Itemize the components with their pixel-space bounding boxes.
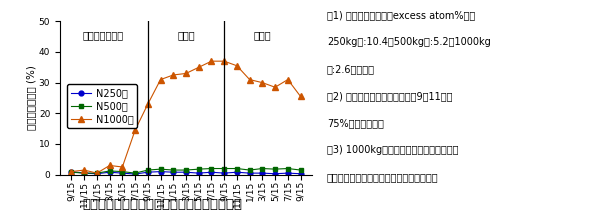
- N250区: [208, 171, 215, 173]
- N500区: [284, 167, 292, 170]
- N250区: [157, 170, 164, 173]
- N500区: [233, 167, 241, 170]
- N250区: [246, 172, 253, 174]
- Legend: N250区, N500区, N1000区: N250区, N500区, N1000区: [67, 84, 137, 128]
- N1000区: [208, 60, 215, 62]
- N1000区: [144, 103, 151, 105]
- Y-axis label: 標識窒素の割合 (%): 標識窒素の割合 (%): [26, 66, 36, 130]
- N250区: [170, 171, 177, 173]
- N1000区: [170, 74, 177, 76]
- N1000区: [246, 78, 253, 81]
- Text: 区:2.6である。: 区:2.6である。: [327, 64, 375, 74]
- Text: 注3) 1000kg区では２年目以降，オーチャ: 注3) 1000kg区では２年目以降，オーチャ: [327, 145, 458, 155]
- N500区: [106, 170, 113, 172]
- Line: N1000区: N1000区: [68, 58, 304, 176]
- N1000区: [106, 164, 113, 167]
- Line: N500区: N500区: [69, 166, 303, 176]
- N500区: [144, 169, 151, 171]
- Text: 75%を配分した。: 75%を配分した。: [327, 118, 384, 128]
- Text: 注1) 施用重窒素濃度（excess atom%）は: 注1) 施用重窒素濃度（excess atom%）は: [327, 11, 475, 21]
- N1000区: [94, 172, 101, 174]
- N1000区: [284, 78, 292, 81]
- N500区: [119, 170, 126, 173]
- N1000区: [131, 129, 139, 131]
- N500区: [80, 172, 88, 174]
- N500区: [195, 168, 202, 170]
- N250区: [284, 172, 292, 174]
- N1000区: [259, 81, 266, 84]
- N500区: [182, 169, 190, 171]
- N1000区: [233, 65, 241, 67]
- N250区: [144, 171, 151, 173]
- N1000区: [157, 78, 164, 81]
- N500区: [297, 169, 304, 171]
- N500区: [68, 171, 75, 173]
- Text: ２年目: ２年目: [177, 30, 195, 40]
- N250区: [195, 172, 202, 174]
- N1000区: [297, 95, 304, 98]
- N250区: [106, 171, 113, 173]
- N250区: [233, 171, 241, 173]
- Text: ３年目: ３年目: [254, 30, 271, 40]
- N250区: [131, 173, 139, 175]
- N250区: [182, 171, 190, 173]
- N250区: [119, 172, 126, 174]
- N1000区: [119, 166, 126, 168]
- N250区: [297, 173, 304, 175]
- Text: 図２　浸透水の窒素に占める標識窒素の割合: 図２ 浸透水の窒素に占める標識窒素の割合: [82, 198, 242, 211]
- N1000区: [195, 66, 202, 69]
- N500区: [131, 172, 139, 174]
- N500区: [221, 167, 228, 170]
- Text: ードグラスが衰退しメヒシバが優先した。: ードグラスが衰退しメヒシバが優先した。: [327, 172, 439, 182]
- N500区: [157, 168, 164, 170]
- N250区: [68, 170, 75, 173]
- Text: 250kg区:10.4，500kg区:5.2，1000kg: 250kg区:10.4，500kg区:5.2，1000kg: [327, 37, 491, 47]
- N250区: [80, 172, 88, 174]
- N1000区: [80, 169, 88, 171]
- N1000区: [221, 60, 228, 62]
- N500区: [94, 172, 101, 174]
- N500区: [208, 167, 215, 170]
- N500区: [259, 167, 266, 170]
- N250区: [221, 172, 228, 174]
- N500区: [271, 168, 278, 170]
- Line: N250区: N250区: [69, 169, 303, 177]
- N250区: [94, 173, 101, 175]
- N1000区: [271, 86, 278, 89]
- N250区: [259, 172, 266, 174]
- N500区: [246, 169, 253, 171]
- Text: 試験開始１年目: 試験開始１年目: [83, 30, 124, 40]
- N500区: [170, 169, 177, 171]
- N1000区: [182, 72, 190, 75]
- N250区: [271, 173, 278, 175]
- Text: 注2) 窒素肥料は年間６回に分け9〜11月に: 注2) 窒素肥料は年間６回に分け9〜11月に: [327, 91, 452, 101]
- N1000区: [68, 170, 75, 173]
